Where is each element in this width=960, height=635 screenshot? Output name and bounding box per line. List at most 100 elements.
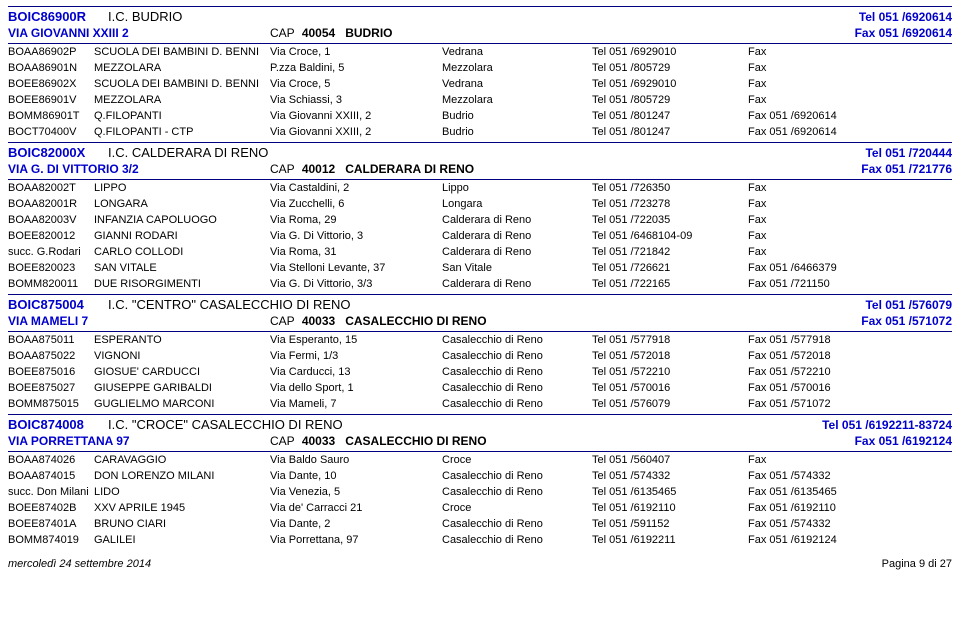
table-row: BOEE875016GIOSUE' CARDUCCIVia Carducci, … (8, 364, 952, 380)
row-address: Via Croce, 1 (270, 46, 442, 58)
row-tel: Tel 051 /6192110 (592, 502, 748, 514)
row-tel: Tel 051 /6192211 (592, 534, 748, 546)
table-row: BOAA82001RLONGARAVia Zucchelli, 6Longara… (8, 196, 952, 212)
row-code: BOEE875027 (8, 382, 94, 394)
group-address: VIA GIOVANNI XXIII 2 (8, 26, 270, 40)
row-code: BOEE820023 (8, 262, 94, 274)
row-code: BOMM874019 (8, 534, 94, 546)
row-tel: Tel 051 /726350 (592, 182, 748, 194)
row-tel: Tel 051 /801247 (592, 126, 748, 138)
row-fax: Fax (748, 214, 952, 226)
row-address: Via Baldo Sauro (270, 454, 442, 466)
row-address: Via Carducci, 13 (270, 366, 442, 378)
row-address: Via Roma, 29 (270, 214, 442, 226)
row-code: BOMM875015 (8, 398, 94, 410)
row-address: Via Giovanni XXIII, 2 (270, 110, 442, 122)
table-row: BOAA86902PSCUOLA DEI BAMBINI D. BENNIVia… (8, 44, 952, 60)
row-tel: Tel 051 /722165 (592, 278, 748, 290)
row-address: Via Dante, 2 (270, 518, 442, 530)
group-cap: CAP 40054BUDRIO (270, 26, 500, 40)
row-city: Budrio (442, 126, 592, 138)
table-row: BOMM874019GALILEIVia Porrettana, 97Casal… (8, 532, 952, 548)
group-address: VIA G. DI VITTORIO 3/2 (8, 162, 270, 176)
row-tel: Tel 051 /805729 (592, 94, 748, 106)
row-city: Casalecchio di Reno (442, 366, 592, 378)
row-code: BOAA875022 (8, 350, 94, 362)
row-tel: Tel 051 /721842 (592, 246, 748, 258)
row-name: CARLO COLLODI (94, 246, 270, 258)
row-tel: Tel 051 /570016 (592, 382, 748, 394)
row-address: Via Giovanni XXIII, 2 (270, 126, 442, 138)
row-address: Via Zucchelli, 6 (270, 198, 442, 210)
row-code: BOEE875016 (8, 366, 94, 378)
table-row: BOEE86901VMEZZOLARAVia Schiassi, 3Mezzol… (8, 92, 952, 108)
group-fax: Fax 051 /6192124 (855, 434, 952, 448)
row-name: GALILEI (94, 534, 270, 546)
row-address: Via Castaldini, 2 (270, 182, 442, 194)
row-fax: Fax 051 /574332 (748, 470, 952, 482)
row-city: Lippo (442, 182, 592, 194)
row-fax: Fax (748, 46, 952, 58)
row-address: Via Croce, 5 (270, 78, 442, 90)
group-name: I.C. BUDRIO (108, 9, 438, 24)
row-city: Vedrana (442, 46, 592, 58)
table-row: BOCT70400VQ.FILOPANTI - CTPVia Giovanni … (8, 124, 952, 140)
row-name: Q.FILOPANTI - CTP (94, 126, 270, 138)
row-city: Casalecchio di Reno (442, 486, 592, 498)
row-address: Via Roma, 31 (270, 246, 442, 258)
row-address: Via Fermi, 1/3 (270, 350, 442, 362)
row-code: BOAA875011 (8, 334, 94, 346)
row-fax: Fax 051 /6135465 (748, 486, 952, 498)
row-code: BOAA86902P (8, 46, 94, 58)
row-name: GIOSUE' CARDUCCI (94, 366, 270, 378)
row-name: GIUSEPPE GARIBALDI (94, 382, 270, 394)
row-fax: Fax (748, 246, 952, 258)
row-name: GUGLIELMO MARCONI (94, 398, 270, 410)
row-tel: Tel 051 /726621 (592, 262, 748, 274)
table-row: BOEE87401ABRUNO CIARIVia Dante, 2Casalec… (8, 516, 952, 532)
row-city: Calderara di Reno (442, 214, 592, 226)
row-name: DUE RISORGIMENTI (94, 278, 270, 290)
row-city: Mezzolara (442, 62, 592, 74)
row-address: Via Schiassi, 3 (270, 94, 442, 106)
row-city: Croce (442, 454, 592, 466)
row-tel: Tel 051 /577918 (592, 334, 748, 346)
group-tel: Tel 051 /720444 (865, 146, 952, 160)
table-row: BOEE87402BXXV APRILE 1945Via de' Carracc… (8, 500, 952, 516)
row-name: INFANZIA CAPOLUOGO (94, 214, 270, 226)
row-code: BOMM86901T (8, 110, 94, 122)
group-header: BOIC86900RI.C. BUDRIOTel 051 /6920614VIA… (8, 6, 952, 44)
group-name: I.C. "CROCE" CASALECCHIO DI RENO (108, 417, 438, 432)
row-name: DON LORENZO MILANI (94, 470, 270, 482)
group-address: VIA MAMELI 7 (8, 314, 270, 328)
row-fax: Fax 051 /572018 (748, 350, 952, 362)
row-code: BOCT70400V (8, 126, 94, 138)
row-address: P.zza Baldini, 5 (270, 62, 442, 74)
row-address: Via G. Di Vittorio, 3/3 (270, 278, 442, 290)
row-fax: Fax 051 /6920614 (748, 110, 952, 122)
group-name: I.C. "CENTRO" CASALECCHIO DI RENO (108, 297, 438, 312)
row-fax: Fax 051 /570016 (748, 382, 952, 394)
table-row: BOAA875022VIGNONIVia Fermi, 1/3Casalecch… (8, 348, 952, 364)
row-name: SCUOLA DEI BAMBINI D. BENNI (94, 78, 270, 90)
row-address: Via Venezia, 5 (270, 486, 442, 498)
group-code: BOIC875004 (8, 297, 108, 312)
row-fax: Fax 051 /571072 (748, 398, 952, 410)
row-fax: Fax (748, 198, 952, 210)
row-code: succ. G.Rodari (8, 246, 94, 258)
row-name: SAN VITALE (94, 262, 270, 274)
row-code: BOAA82003V (8, 214, 94, 226)
group-fax: Fax 051 /721776 (861, 162, 952, 176)
row-name: MEZZOLARA (94, 62, 270, 74)
row-code: succ. Don Milani (8, 486, 94, 498)
table-row: BOEE820023SAN VITALEVia Stelloni Levante… (8, 260, 952, 276)
table-row: BOMM875015GUGLIELMO MARCONIVia Mameli, 7… (8, 396, 952, 412)
row-city: Calderara di Reno (442, 230, 592, 242)
row-fax: Fax (748, 454, 952, 466)
row-address: Via G. Di Vittorio, 3 (270, 230, 442, 242)
row-name: BRUNO CIARI (94, 518, 270, 530)
table-row: BOEE86902XSCUOLA DEI BAMBINI D. BENNIVia… (8, 76, 952, 92)
row-code: BOAA82002T (8, 182, 94, 194)
row-fax: Fax 051 /572210 (748, 366, 952, 378)
row-city: Casalecchio di Reno (442, 334, 592, 346)
